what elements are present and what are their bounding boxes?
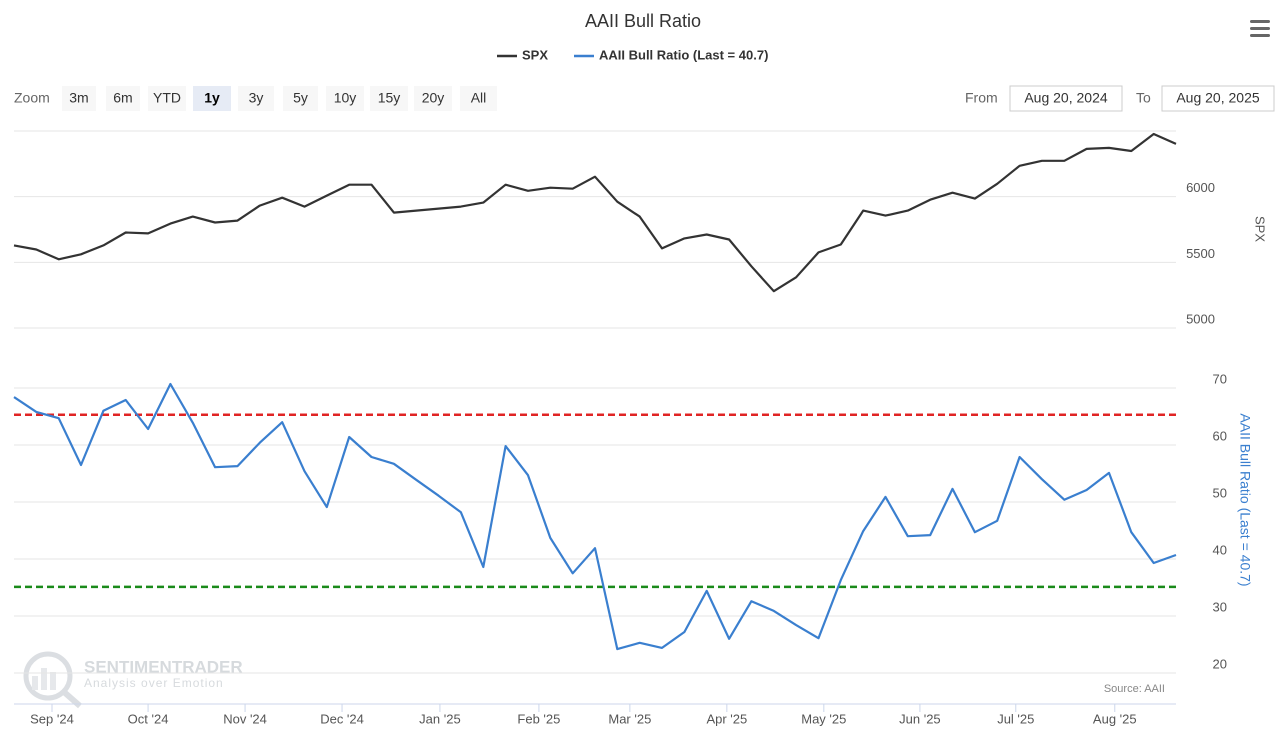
menu-button[interactable] — [1250, 20, 1270, 37]
y-tick-label: 5500 — [1186, 246, 1215, 261]
zoom-button-bg — [370, 86, 408, 111]
zoom-button[interactable]: YTD — [148, 86, 186, 111]
y2-tick-label: 30 — [1213, 599, 1227, 614]
menu-bar — [1250, 27, 1270, 30]
zoom-button-bg — [62, 86, 96, 111]
y-tick-label: 6000 — [1186, 180, 1215, 195]
x-tick-label: Feb '25 — [517, 711, 560, 726]
zoom-label: Zoom — [14, 90, 50, 106]
y2-tick-label: 40 — [1213, 542, 1227, 557]
x-tick-label: Mar '25 — [608, 711, 651, 726]
x-tick-label: Nov '24 — [223, 711, 267, 726]
from-value: Aug 20, 2024 — [1024, 90, 1108, 106]
zoom-button[interactable]: 6m — [106, 86, 140, 111]
x-tick-label: Oct '24 — [128, 711, 169, 726]
zoom-button[interactable]: 3y — [238, 86, 274, 111]
legend-item[interactable]: SPX — [497, 47, 548, 62]
y2-tick-label: 70 — [1213, 371, 1227, 386]
watermark-name: SENTIMENTRADER — [84, 657, 243, 676]
source-note: Source: AAII — [1104, 683, 1165, 695]
x-tick-label: Sep '24 — [30, 711, 74, 726]
from-input[interactable] — [1009, 85, 1123, 112]
series-line — [13, 382, 1177, 651]
zoom-button[interactable]: 3m — [62, 86, 96, 111]
zoom-button-bg — [414, 86, 452, 111]
zoom-button[interactable]: 10y — [326, 86, 364, 111]
zoom-button-label: YTD — [153, 90, 181, 106]
to-value: Aug 20, 2025 — [1176, 90, 1260, 106]
x-tick-label: Jan '25 — [419, 711, 461, 726]
zoom-button-label: 5y — [293, 90, 308, 106]
y2-tick-label: 50 — [1213, 485, 1227, 500]
zoom-button[interactable]: 1y — [193, 86, 231, 111]
zoom-button-label: All — [471, 90, 487, 106]
zoom-button[interactable]: 20y — [414, 86, 452, 111]
zoom-button-bg — [106, 86, 140, 111]
chart-title: AAII Bull Ratio — [585, 11, 701, 31]
zoom-button-bg — [238, 86, 274, 111]
to-input[interactable] — [1161, 85, 1275, 112]
series-line — [13, 132, 1177, 293]
zoom-button[interactable]: 15y — [370, 86, 408, 111]
zoom-button-label: 3y — [249, 90, 264, 106]
zoom-button[interactable]: 5y — [283, 86, 318, 111]
zoom-button[interactable]: All — [460, 86, 497, 111]
watermark-logo — [23, 651, 73, 701]
x-tick-label: Aug '25 — [1093, 711, 1137, 726]
y2-tick-label: 60 — [1213, 428, 1227, 443]
x-tick-label: Jul '25 — [997, 711, 1034, 726]
y-axis-title: SPX — [1253, 216, 1268, 242]
zoom-button-label: 6m — [113, 90, 132, 106]
watermark-logo — [41, 668, 47, 690]
zoom-button-bg — [148, 86, 186, 111]
x-tick-label: Dec '24 — [320, 711, 364, 726]
y2-tick-label: 20 — [1213, 656, 1227, 671]
watermark: SENTIMENTRADER Analysis over Emotion — [23, 651, 243, 709]
zoom-button-label: 15y — [378, 90, 401, 106]
menu-bar — [1250, 34, 1270, 37]
legend-label: SPX — [522, 47, 548, 62]
zoom-button-bg — [326, 86, 364, 111]
y2-axis-title: AAII Bull Ratio (Last = 40.7) — [1237, 413, 1253, 586]
to-label: To — [1136, 90, 1151, 106]
x-tick-label: May '25 — [801, 711, 846, 726]
zoom-button-label: 20y — [422, 90, 445, 106]
from-label: From — [965, 90, 998, 106]
x-tick-label: Apr '25 — [706, 711, 747, 726]
watermark-logo — [32, 676, 38, 690]
zoom-button-bg — [460, 86, 497, 111]
watermark-tagline: Analysis over Emotion — [84, 676, 224, 690]
menu-bar — [1250, 20, 1270, 23]
x-tick-label: Jun '25 — [899, 711, 941, 726]
watermark-logo — [50, 672, 56, 690]
zoom-button-label: 3m — [69, 90, 88, 106]
zoom-button-bg — [283, 86, 318, 111]
zoom-button-bg — [193, 86, 231, 111]
zoom-button-label: 1y — [204, 90, 220, 106]
legend-label: AAII Bull Ratio (Last = 40.7) — [599, 47, 768, 62]
y-tick-label: 5000 — [1186, 311, 1215, 326]
legend-item[interactable]: AAII Bull Ratio (Last = 40.7) — [574, 47, 768, 62]
zoom-button-label: 10y — [334, 90, 357, 106]
